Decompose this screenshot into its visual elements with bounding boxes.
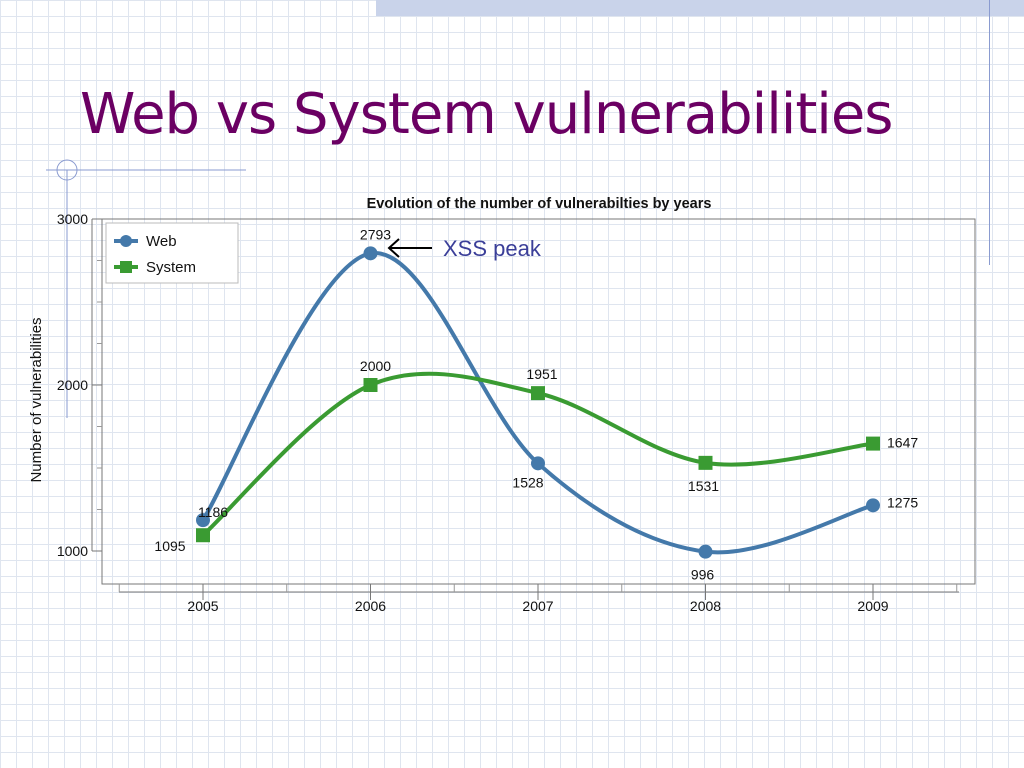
point-system xyxy=(698,455,713,470)
x-ticks xyxy=(118,584,958,600)
xss-annotation: XSS peak xyxy=(387,236,542,261)
x-tick-label: 2009 xyxy=(857,598,888,614)
point-system xyxy=(196,528,210,543)
y-tick-label: 1000 xyxy=(57,543,88,559)
y-axis-label: Number of vulnerabilities xyxy=(28,317,45,482)
legend-system-marker xyxy=(120,261,132,273)
annotation-arrowhead-icon xyxy=(387,238,400,258)
right-decorative-rule xyxy=(989,0,990,265)
point-web xyxy=(363,246,378,261)
y-tick-label: 3000 xyxy=(57,211,88,227)
y-tick-labels: 1000 2000 3000 xyxy=(57,211,88,559)
annotation-text: XSS peak xyxy=(443,236,542,261)
series-markers xyxy=(196,246,880,559)
series-lines xyxy=(201,251,875,555)
data-label-web: 1275 xyxy=(887,494,918,510)
point-web xyxy=(866,498,880,513)
chart-title: Evolution of the number of vulnerabiltie… xyxy=(367,196,712,212)
top-decorative-band xyxy=(376,0,1024,16)
x-tick-label: 2006 xyxy=(355,598,386,614)
data-label-system: 1647 xyxy=(887,435,918,451)
data-label-system: 1951 xyxy=(526,366,557,382)
x-tick-label: 2005 xyxy=(187,598,218,614)
slide-title: Web vs System vulnerabilities xyxy=(80,82,893,147)
series-line-web xyxy=(201,251,875,555)
legend-web-marker xyxy=(120,235,132,247)
data-label-web: 2793 xyxy=(360,226,391,242)
data-label-web: 1528 xyxy=(512,474,543,490)
data-labels: 1186 2793 1528 996 1275 1095 2000 1951 1531 1647 xyxy=(154,226,918,582)
data-label-system: 2000 xyxy=(360,358,391,374)
point-web xyxy=(531,456,545,471)
point-system xyxy=(866,436,880,451)
x-tick-labels: 2005 2006 2007 2008 2009 xyxy=(187,598,888,614)
y-ticks xyxy=(92,218,102,552)
point-web xyxy=(698,544,713,559)
data-label-web: 996 xyxy=(691,567,715,583)
legend-web-label: Web xyxy=(146,233,177,250)
point-system xyxy=(531,386,545,401)
point-web xyxy=(196,513,210,528)
x-tick-label: 2007 xyxy=(522,598,553,614)
data-label-web: 1186 xyxy=(198,504,228,520)
y-tick-label: 2000 xyxy=(57,377,88,393)
corner-ornament xyxy=(46,159,246,418)
data-label-system: 1531 xyxy=(688,478,719,494)
legend: Web System xyxy=(105,222,239,284)
legend-box xyxy=(105,222,239,284)
legend-system-label: System xyxy=(146,259,196,276)
x-tick-label: 2008 xyxy=(690,598,721,614)
data-label-system: 1095 xyxy=(154,538,185,554)
point-system xyxy=(363,378,378,392)
